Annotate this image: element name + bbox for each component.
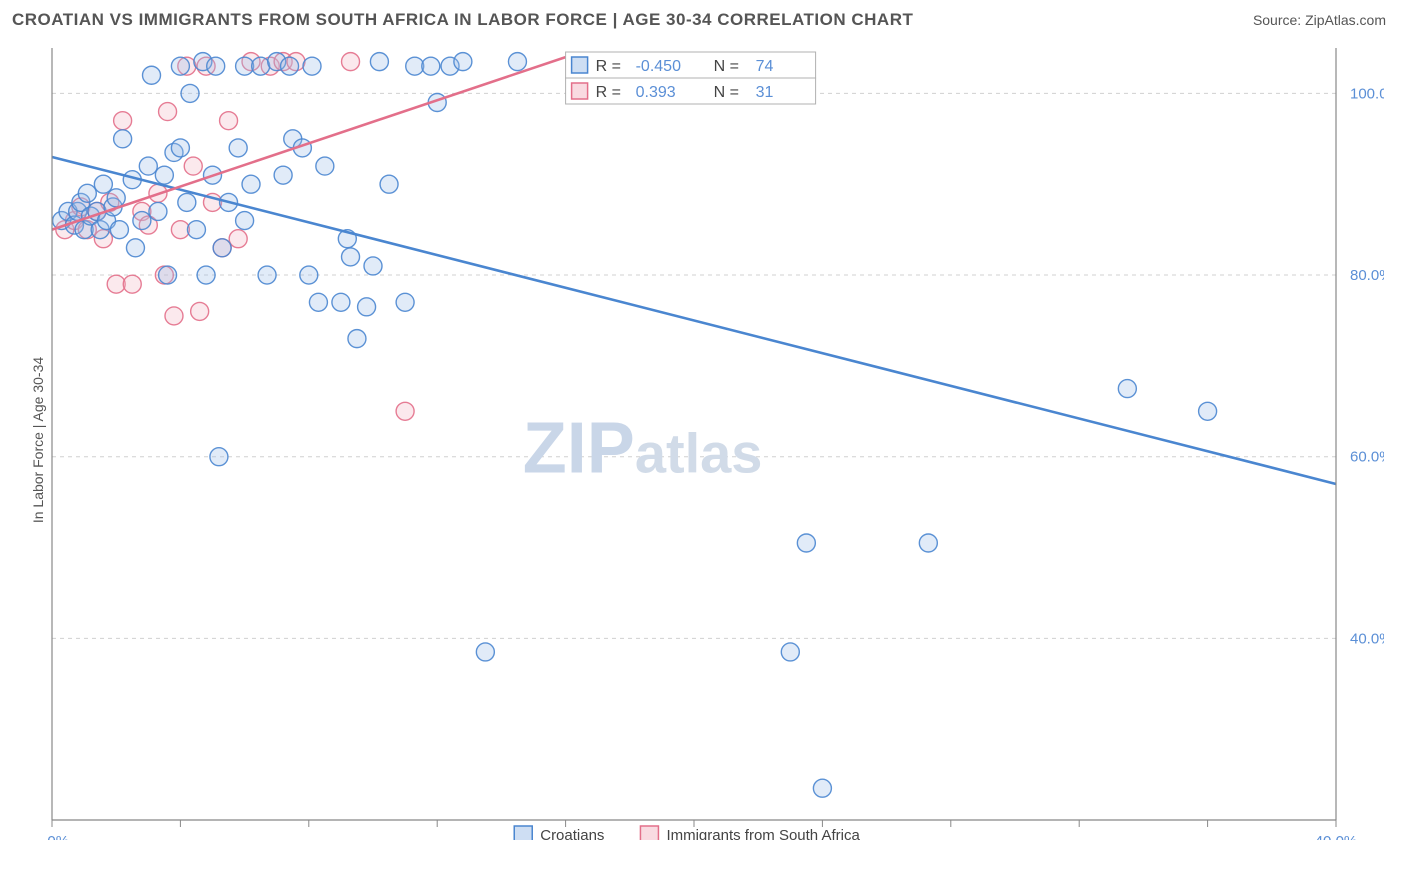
data-point	[396, 402, 414, 420]
legend-swatch	[514, 826, 532, 840]
data-point	[303, 57, 321, 75]
legend-swatch	[640, 826, 658, 840]
data-point	[178, 193, 196, 211]
data-point	[184, 157, 202, 175]
data-point	[406, 57, 424, 75]
data-point	[207, 57, 225, 75]
data-point	[126, 239, 144, 257]
data-point	[114, 112, 132, 130]
watermark: ZIPatlas	[523, 409, 763, 489]
data-point	[396, 293, 414, 311]
data-point	[364, 257, 382, 275]
y-axis-label: In Labor Force | Age 30-34	[30, 357, 46, 523]
chart-source: Source: ZipAtlas.com	[1253, 12, 1386, 28]
data-point	[422, 57, 440, 75]
corr-n-label: N =	[714, 84, 739, 101]
data-point	[229, 230, 247, 248]
data-point	[171, 221, 189, 239]
x-tick-label: 40.0%	[1315, 833, 1358, 840]
data-point	[454, 53, 472, 71]
chart-title: CROATIAN VS IMMIGRANTS FROM SOUTH AFRICA…	[12, 10, 913, 30]
data-point	[123, 275, 141, 293]
x-tick-label: 0.0%	[44, 833, 69, 840]
chart-container: In Labor Force | Age 30-34 ZIPatlas0.0%4…	[44, 40, 1406, 840]
data-point	[133, 212, 151, 230]
data-point	[171, 139, 189, 157]
data-point	[94, 175, 112, 193]
data-point	[508, 53, 526, 71]
data-point	[274, 166, 292, 184]
corr-n-label: N =	[714, 58, 739, 75]
data-point	[258, 266, 276, 284]
data-point	[252, 57, 270, 75]
data-point	[281, 57, 299, 75]
data-point	[213, 239, 231, 257]
data-point	[316, 157, 334, 175]
data-point	[181, 84, 199, 102]
corr-r-value: -0.450	[636, 58, 681, 75]
data-point	[159, 266, 177, 284]
legend-label: Immigrants from South Africa	[666, 827, 860, 840]
data-point	[1118, 380, 1136, 398]
data-point	[348, 330, 366, 348]
corr-r-label: R =	[596, 58, 621, 75]
chart-header: CROATIAN VS IMMIGRANTS FROM SOUTH AFRICA…	[0, 0, 1406, 36]
data-point	[300, 266, 318, 284]
legend-swatch	[572, 57, 588, 73]
data-point	[107, 189, 125, 207]
data-point	[342, 248, 360, 266]
corr-n-value: 74	[756, 58, 774, 75]
data-point	[107, 275, 125, 293]
data-point	[919, 534, 937, 552]
data-point	[309, 293, 327, 311]
data-point	[197, 266, 215, 284]
legend-swatch	[572, 83, 588, 99]
data-point	[149, 202, 167, 220]
data-point	[114, 130, 132, 148]
legend-label: Croatians	[540, 827, 604, 840]
data-point	[139, 157, 157, 175]
data-point	[210, 448, 228, 466]
data-point	[110, 221, 128, 239]
corr-r-label: R =	[596, 84, 621, 101]
data-point	[242, 175, 260, 193]
corr-n-value: 31	[756, 84, 774, 101]
data-point	[171, 57, 189, 75]
y-tick-label: 80.0%	[1350, 267, 1384, 284]
y-tick-label: 100.0%	[1350, 85, 1384, 102]
data-point	[342, 53, 360, 71]
scatter-chart: ZIPatlas 0.0% 40.0% 40.0% 60.0% 80.0% 100.0% R …	[44, 40, 1384, 840]
data-point	[78, 184, 96, 202]
y-tick-label: 60.0%	[1350, 449, 1384, 466]
data-point	[358, 298, 376, 316]
data-point	[165, 307, 183, 325]
data-point	[813, 779, 831, 797]
data-point	[220, 112, 238, 130]
data-point	[229, 139, 247, 157]
data-point	[191, 302, 209, 320]
data-point	[236, 212, 254, 230]
data-point	[476, 643, 494, 661]
data-point	[781, 643, 799, 661]
data-point	[1199, 402, 1217, 420]
data-point	[143, 66, 161, 84]
y-tick-label: 40.0%	[1350, 630, 1384, 647]
data-point	[155, 166, 173, 184]
data-point	[187, 221, 205, 239]
data-point	[380, 175, 398, 193]
data-point	[236, 57, 254, 75]
data-point	[159, 103, 177, 121]
data-point	[332, 293, 350, 311]
corr-r-value: 0.393	[636, 84, 676, 101]
data-point	[797, 534, 815, 552]
data-point	[370, 53, 388, 71]
